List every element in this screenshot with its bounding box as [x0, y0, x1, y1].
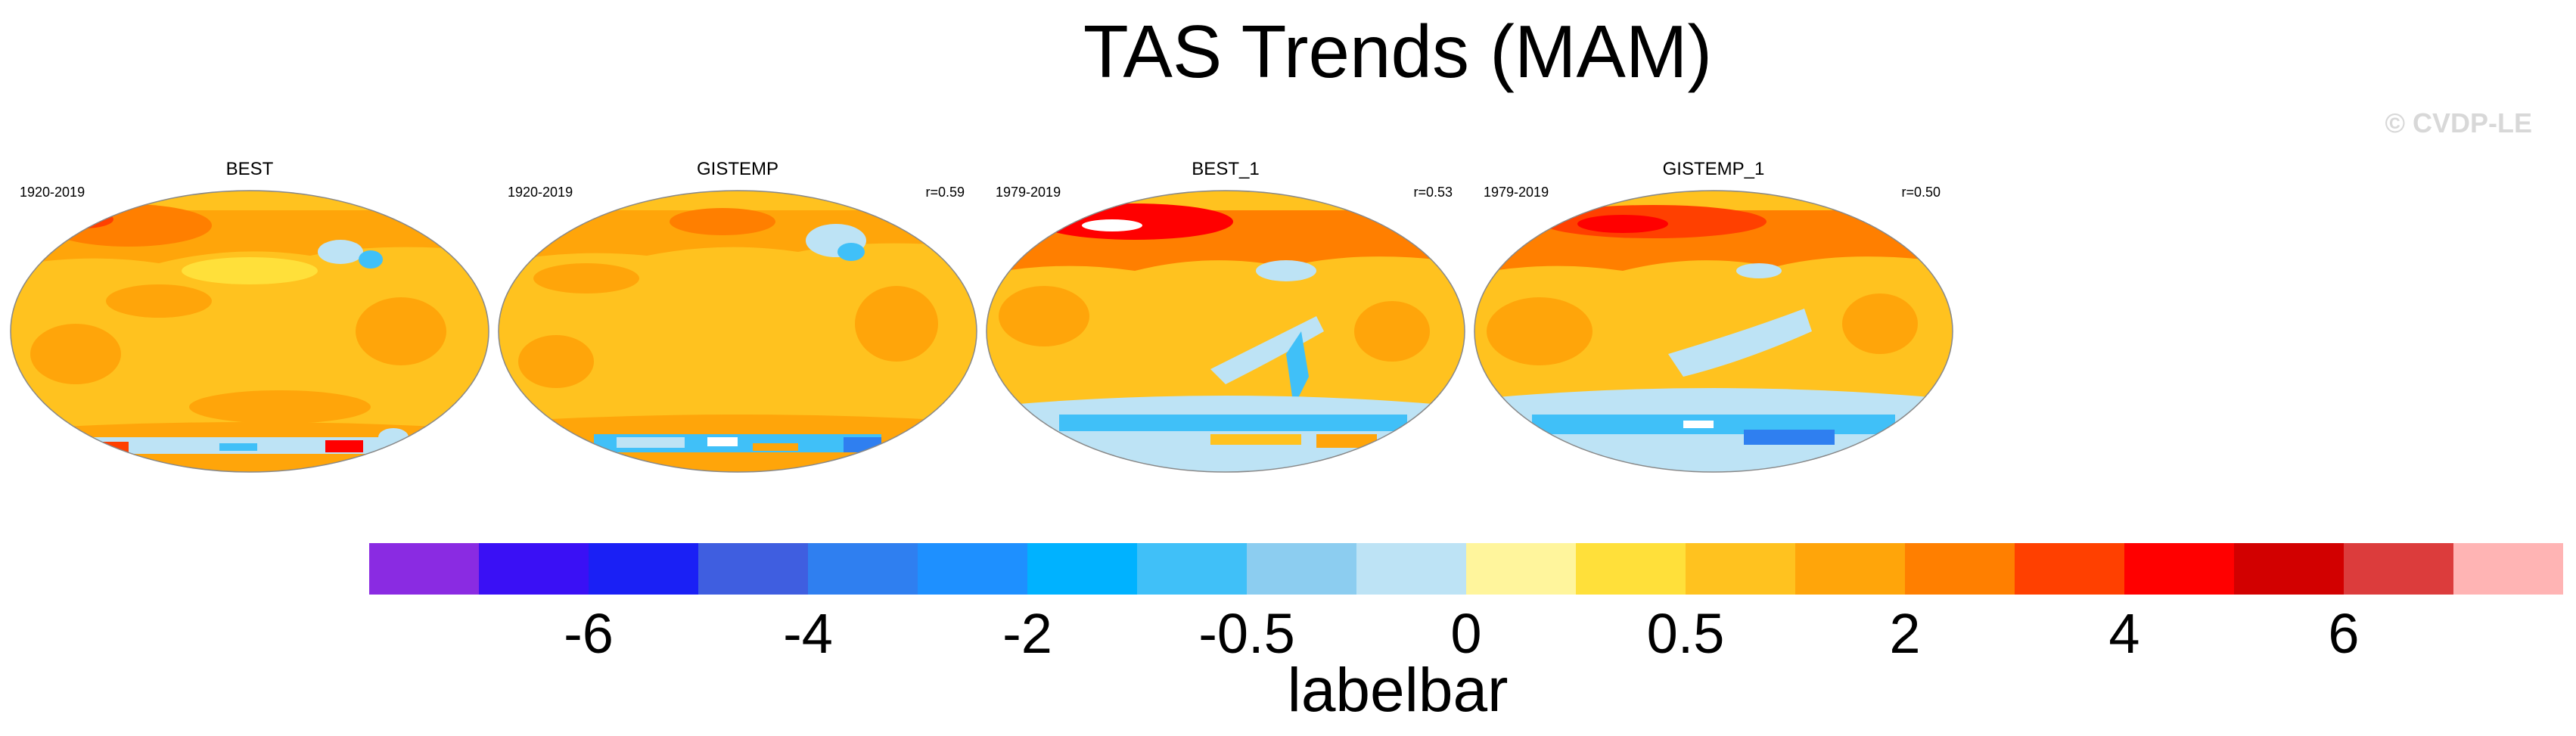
panel-correlation: r=0.53 [1413, 185, 1453, 200]
labelbar-swatch [2234, 543, 2344, 595]
labelbar-swatch [918, 543, 1027, 595]
panel-correlation: r=0.50 [1901, 185, 1941, 200]
panel-title: GISTEMP_1 [1662, 159, 1765, 179]
map-panel-gistemp-1: GISTEMP_1 1979-2019 r=0.50 [1471, 151, 1956, 484]
color-labelbar [369, 543, 2563, 595]
labelbar-tick-label: 6 [2328, 602, 2360, 665]
labelbar-swatch [1576, 543, 1686, 595]
labelbar-swatch [1137, 543, 1247, 595]
labelbar-swatch [2453, 543, 2563, 595]
panel-title: BEST [225, 159, 274, 179]
labelbar-swatch [1795, 543, 1905, 595]
panel-period: 1920-2019 [508, 185, 573, 200]
labelbar-title: labelbar [1287, 656, 1509, 725]
labelbar-swatch [2344, 543, 2453, 595]
figure-title: TAS Trends (MAM) [1083, 10, 1713, 93]
labelbar-swatch [589, 543, 698, 595]
panel-period: 1979-2019 [996, 185, 1061, 200]
labelbar-swatch [1356, 543, 1466, 595]
labelbar-swatch [808, 543, 918, 595]
copyright-label: © CVDP-LE [2385, 107, 2532, 138]
labelbar-swatch [369, 543, 479, 595]
labelbar-tick-label: -6 [564, 602, 614, 665]
panel-period: 1920-2019 [20, 185, 85, 200]
trend-map-gistemp-1 [1474, 190, 1953, 473]
labelbar-tick-label: 4 [2108, 602, 2140, 665]
labelbar-swatch [479, 543, 589, 595]
panel-title: GISTEMP [696, 159, 778, 179]
labelbar-swatch [2124, 543, 2234, 595]
panel-title: BEST_1 [1192, 159, 1260, 179]
labelbar-tick-label: 2 [1889, 602, 1921, 665]
panel-correlation: r=0.59 [925, 185, 965, 200]
trend-map-best [10, 190, 489, 473]
labelbar-swatch [1686, 543, 1795, 595]
trend-map-best-1 [986, 190, 1465, 473]
labelbar-swatch [1247, 543, 1356, 595]
map-panel-best-1: BEST_1 1979-2019 r=0.53 [983, 151, 1468, 484]
labelbar-tick-label: -2 [1002, 602, 1052, 665]
labelbar-swatch [1027, 543, 1137, 595]
labelbar-swatch [2015, 543, 2124, 595]
labelbar-swatch [698, 543, 808, 595]
labelbar-tick-label: -4 [783, 602, 833, 665]
panel-period: 1979-2019 [1484, 185, 1549, 200]
labelbar-swatch [1466, 543, 1576, 595]
labelbar-tick-label: 0 [1450, 602, 1482, 665]
labelbar-tick-label: -0.5 [1198, 602, 1295, 665]
map-panel-gistemp: GISTEMP 1920-2019 r=0.59 [496, 151, 980, 484]
labelbar-swatch [1905, 543, 2015, 595]
trend-map-gistemp [498, 190, 977, 473]
map-panel-best: BEST 1920-2019 [8, 151, 492, 484]
labelbar-tick-label: 0.5 [1646, 602, 1725, 665]
